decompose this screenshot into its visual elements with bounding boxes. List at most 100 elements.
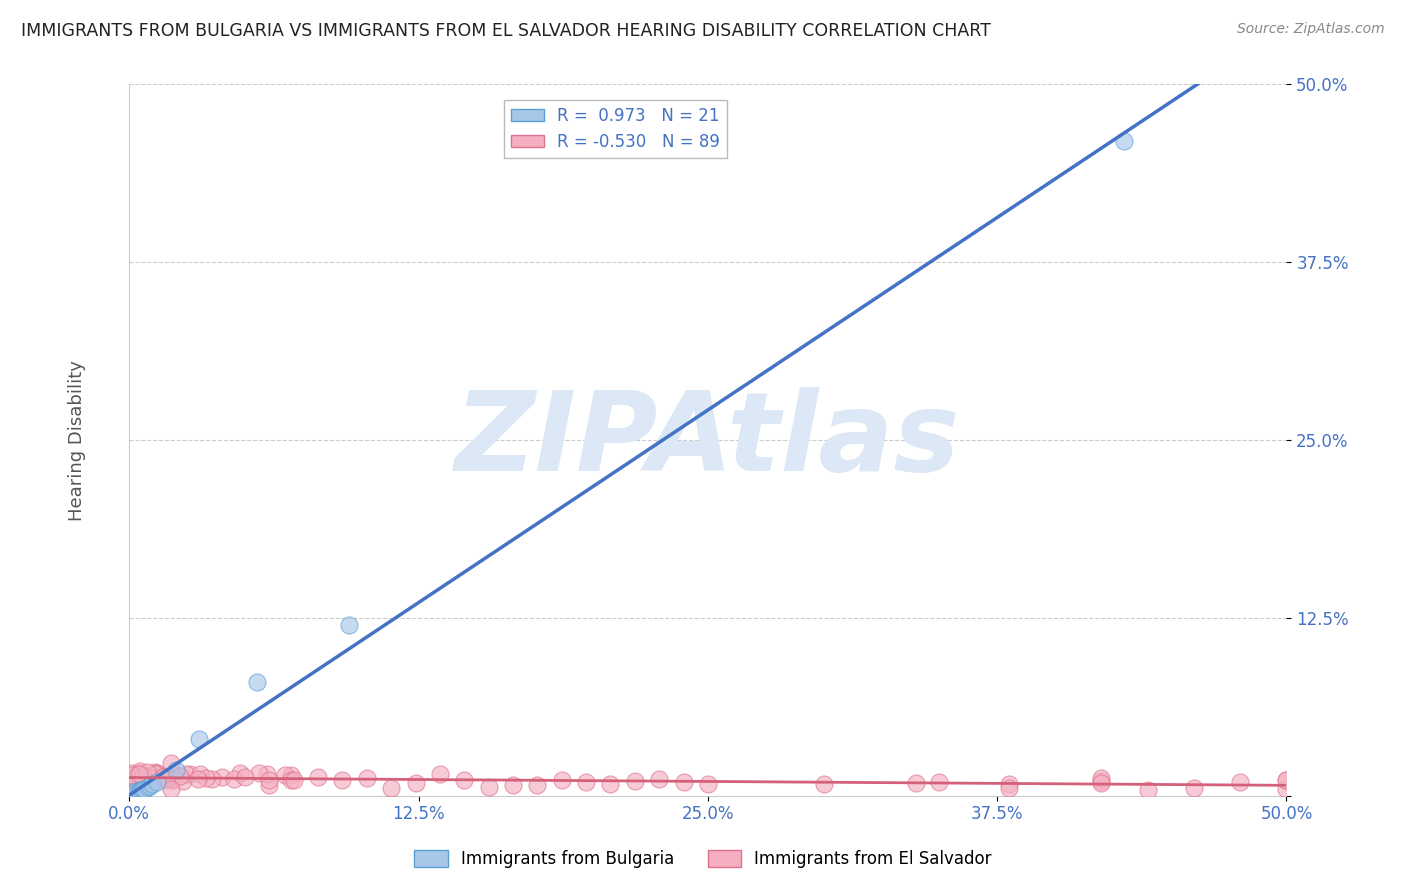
Point [599, 777, 621, 791]
Point [162, 767, 184, 781]
Point [526, 777, 548, 791]
Point [121, 776, 143, 790]
Point [152, 769, 174, 783]
Point [179, 767, 201, 781]
Point [135, 771, 157, 785]
Point [905, 776, 928, 790]
Legend: Immigrants from Bulgaria, Immigrants from El Salvador: Immigrants from Bulgaria, Immigrants fro… [408, 843, 998, 875]
Point [122, 777, 145, 791]
Point [135, 772, 157, 787]
Point [1275, 772, 1298, 787]
Point [160, 781, 183, 796]
Point [813, 777, 835, 791]
Point [149, 772, 172, 787]
Point [122, 788, 145, 802]
Point [145, 765, 167, 780]
Point [127, 771, 149, 785]
Point [233, 770, 256, 784]
Point [159, 756, 181, 771]
Point [128, 777, 150, 791]
Point [672, 775, 695, 789]
Point [136, 780, 159, 795]
Point [132, 783, 155, 797]
Point [128, 767, 150, 781]
Point [1275, 772, 1298, 787]
Point [134, 774, 156, 789]
Point [380, 780, 402, 795]
Point [124, 771, 146, 785]
Point [162, 772, 184, 787]
Point [135, 764, 157, 779]
Point [160, 768, 183, 782]
Point [307, 770, 329, 784]
Point [245, 675, 267, 690]
Point [172, 774, 194, 789]
Point [1275, 782, 1298, 797]
Point [256, 767, 278, 781]
Point [257, 778, 280, 792]
Point [1229, 775, 1251, 789]
Point [187, 772, 209, 787]
Point [141, 777, 163, 791]
Point [1182, 781, 1205, 796]
Point [194, 771, 217, 785]
Point [174, 767, 197, 781]
Point [211, 770, 233, 784]
Point [125, 784, 148, 798]
Point [134, 774, 156, 789]
Point [134, 781, 156, 796]
Text: Source: ZipAtlas.com: Source: ZipAtlas.com [1237, 22, 1385, 37]
Point [928, 774, 950, 789]
Point [623, 774, 645, 789]
Point [429, 766, 451, 780]
Point [187, 731, 209, 746]
Point [478, 780, 501, 794]
Point [453, 772, 475, 787]
Point [127, 776, 149, 790]
Point [160, 772, 183, 787]
Point [129, 783, 152, 797]
Point [125, 769, 148, 783]
Point [125, 786, 148, 800]
Point [259, 772, 281, 787]
Point [139, 771, 162, 785]
Point [190, 767, 212, 781]
Point [280, 768, 302, 782]
Point [1136, 782, 1159, 797]
Point [997, 780, 1019, 795]
Text: ZIPAtlas: ZIPAtlas [456, 386, 960, 493]
Point [146, 774, 169, 789]
Point [1090, 772, 1112, 786]
Text: IMMIGRANTS FROM BULGARIA VS IMMIGRANTS FROM EL SALVADOR HEARING DISABILITY CORRE: IMMIGRANTS FROM BULGARIA VS IMMIGRANTS F… [21, 22, 991, 40]
Point [152, 770, 174, 784]
Point [337, 618, 360, 632]
Point [165, 763, 187, 777]
Point [551, 772, 574, 787]
Point [139, 774, 162, 789]
Point [139, 779, 162, 793]
Point [128, 784, 150, 798]
Point [121, 774, 143, 789]
Point [146, 766, 169, 780]
Point [222, 772, 245, 787]
Point [145, 767, 167, 781]
Point [169, 769, 191, 783]
Point [128, 784, 150, 798]
Point [128, 765, 150, 780]
Point [997, 777, 1019, 791]
Point [283, 772, 305, 787]
Point [129, 772, 152, 787]
Legend: R =  0.973   N = 21, R = -0.530   N = 89: R = 0.973 N = 21, R = -0.530 N = 89 [503, 100, 727, 158]
Point [132, 781, 155, 796]
Point [127, 774, 149, 789]
Point [332, 772, 354, 787]
Point [121, 768, 143, 782]
Point [696, 777, 718, 791]
Point [132, 769, 155, 783]
Point [247, 765, 270, 780]
Point [1114, 134, 1136, 148]
Point [122, 786, 145, 800]
Point [229, 766, 252, 780]
Point [121, 788, 143, 802]
Point [1090, 776, 1112, 790]
